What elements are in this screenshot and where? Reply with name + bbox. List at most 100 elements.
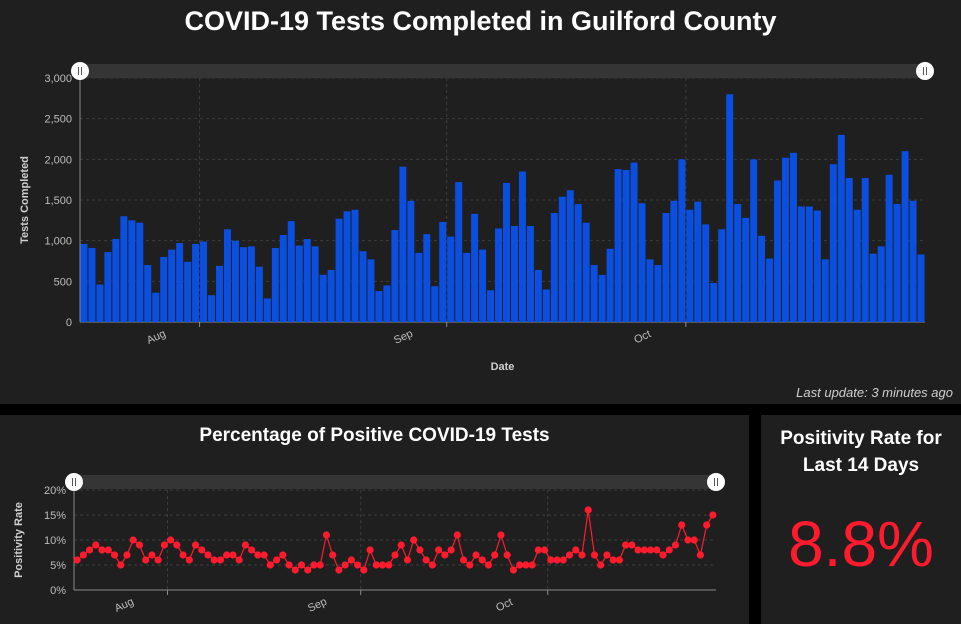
data-point[interactable] — [335, 566, 343, 574]
data-point[interactable] — [329, 551, 337, 559]
bar[interactable] — [813, 210, 821, 322]
bar[interactable] — [678, 159, 686, 322]
data-point[interactable] — [665, 546, 673, 554]
data-point[interactable] — [435, 546, 443, 554]
bar[interactable] — [782, 157, 789, 322]
bar[interactable] — [144, 265, 152, 322]
bar[interactable] — [415, 252, 423, 322]
data-point[interactable] — [528, 561, 536, 569]
data-point[interactable] — [272, 556, 281, 564]
bar[interactable] — [702, 224, 710, 322]
data-point[interactable] — [73, 556, 81, 564]
time-slider-track[interactable] — [80, 64, 925, 78]
bar[interactable] — [774, 180, 782, 322]
bar[interactable] — [598, 274, 606, 322]
data-point[interactable] — [565, 551, 574, 559]
bar[interactable] — [447, 236, 455, 322]
bar[interactable] — [614, 169, 622, 322]
bar[interactable] — [263, 298, 271, 322]
bar[interactable] — [88, 247, 96, 322]
data-point[interactable] — [210, 556, 218, 564]
bar[interactable] — [622, 169, 630, 322]
data-point[interactable] — [154, 556, 162, 564]
bar[interactable] — [455, 182, 463, 322]
data-point[interactable] — [347, 556, 355, 564]
data-point[interactable] — [85, 546, 94, 554]
bar[interactable] — [909, 200, 917, 322]
bar[interactable] — [407, 200, 415, 322]
bar[interactable] — [718, 229, 726, 322]
data-point[interactable] — [622, 541, 630, 549]
data-point[interactable] — [416, 546, 424, 554]
bar[interactable] — [399, 166, 407, 322]
bar[interactable] — [112, 239, 120, 322]
data-point[interactable] — [179, 551, 187, 559]
bar[interactable] — [742, 217, 750, 322]
data-point[interactable] — [484, 561, 493, 569]
bar[interactable] — [223, 229, 231, 322]
data-point[interactable] — [634, 546, 642, 554]
bar[interactable] — [758, 235, 766, 322]
data-point[interactable] — [142, 556, 150, 564]
bar[interactable] — [96, 284, 104, 322]
bar[interactable] — [231, 240, 239, 322]
data-point[interactable] — [135, 541, 144, 549]
data-point[interactable] — [459, 556, 468, 564]
bar[interactable] — [726, 94, 734, 323]
data-point[interactable] — [391, 551, 399, 559]
data-point[interactable] — [248, 546, 256, 554]
bar[interactable] — [279, 234, 287, 322]
data-point[interactable] — [129, 536, 137, 544]
data-point[interactable] — [653, 546, 661, 554]
data-point[interactable] — [160, 541, 168, 549]
bar[interactable] — [80, 243, 88, 322]
bar[interactable] — [797, 206, 805, 322]
bar[interactable] — [104, 252, 112, 322]
bar[interactable] — [192, 243, 200, 322]
data-point[interactable] — [185, 556, 193, 564]
data-point[interactable] — [110, 551, 119, 559]
bar[interactable] — [590, 265, 598, 322]
bar[interactable] — [160, 256, 168, 322]
data-point[interactable] — [628, 541, 636, 549]
bar[interactable] — [487, 290, 495, 322]
data-point[interactable] — [597, 561, 605, 569]
data-point[interactable] — [703, 521, 711, 529]
data-point[interactable] — [360, 566, 368, 574]
bar[interactable] — [176, 243, 184, 322]
data-point[interactable] — [646, 546, 655, 554]
bar[interactable] — [853, 209, 861, 322]
bar[interactable] — [805, 206, 813, 322]
bar[interactable] — [510, 226, 518, 322]
data-point[interactable] — [223, 551, 231, 559]
bar[interactable] — [550, 213, 558, 322]
data-point[interactable] — [497, 531, 505, 539]
data-point[interactable] — [441, 551, 449, 559]
bar[interactable] — [503, 182, 510, 322]
data-point[interactable] — [516, 561, 524, 569]
data-point[interactable] — [478, 556, 486, 564]
bar[interactable] — [829, 164, 837, 322]
bar[interactable] — [670, 200, 678, 322]
data-point[interactable] — [297, 561, 306, 569]
data-point[interactable] — [690, 536, 698, 544]
bar[interactable] — [431, 286, 439, 322]
bar[interactable] — [375, 291, 383, 322]
bar[interactable] — [558, 196, 566, 322]
bar[interactable] — [168, 249, 176, 322]
bar[interactable] — [495, 228, 502, 322]
slider-handle-right[interactable] — [916, 62, 934, 80]
data-point[interactable] — [341, 561, 349, 569]
bar[interactable] — [255, 266, 263, 322]
bar[interactable] — [303, 239, 311, 322]
data-point[interactable] — [671, 541, 680, 549]
data-point[interactable] — [578, 551, 586, 559]
bar[interactable] — [271, 247, 279, 322]
bar[interactable] — [335, 218, 343, 322]
bar[interactable] — [662, 213, 670, 322]
bar[interactable] — [247, 246, 255, 322]
bar[interactable] — [750, 159, 758, 322]
bar[interactable] — [901, 151, 909, 322]
bar[interactable] — [534, 269, 542, 322]
data-point[interactable] — [509, 566, 518, 574]
